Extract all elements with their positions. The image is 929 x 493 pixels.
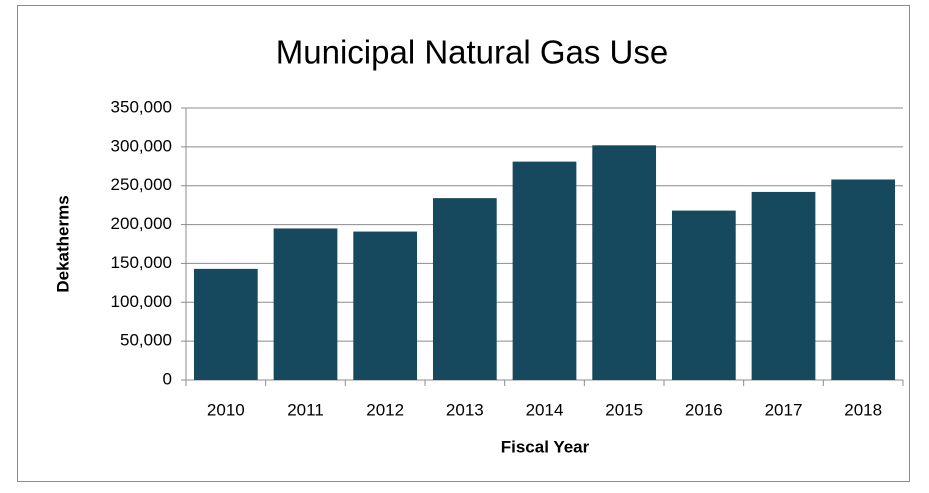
x-tick-label: 2010: [207, 400, 245, 419]
x-tick-label: 2014: [526, 400, 564, 419]
y-tick-label: 100,000: [111, 292, 172, 311]
bar: [831, 179, 896, 380]
y-tick-label: 350,000: [111, 97, 172, 116]
x-tick-label: 2013: [446, 400, 484, 419]
y-tick-label: 0: [163, 369, 172, 388]
x-tick-label: 2018: [844, 400, 882, 419]
bar: [193, 268, 258, 380]
x-axis-label: Fiscal Year: [501, 437, 590, 456]
x-tick-label: 2012: [366, 400, 404, 419]
bar: [592, 145, 657, 380]
y-tick-label: 200,000: [111, 214, 172, 233]
y-tick-label: 150,000: [111, 253, 172, 272]
x-tick-label: 2016: [685, 400, 723, 419]
y-tick-label: 300,000: [111, 136, 172, 155]
y-tick-label: 50,000: [120, 331, 172, 350]
bar: [273, 228, 338, 380]
y-tick-label: 250,000: [111, 175, 172, 194]
bar: [671, 210, 736, 380]
bar: [432, 198, 497, 380]
chart-title: Municipal Natural Gas Use: [276, 34, 669, 71]
bar: [353, 231, 418, 380]
bar: [512, 161, 577, 380]
x-tick-label: 2017: [765, 400, 803, 419]
x-tick-label: 2011: [287, 400, 324, 419]
y-axis-label: Dekatherms: [53, 195, 72, 292]
x-tick-label: 2015: [605, 400, 643, 419]
bar: [751, 191, 816, 380]
